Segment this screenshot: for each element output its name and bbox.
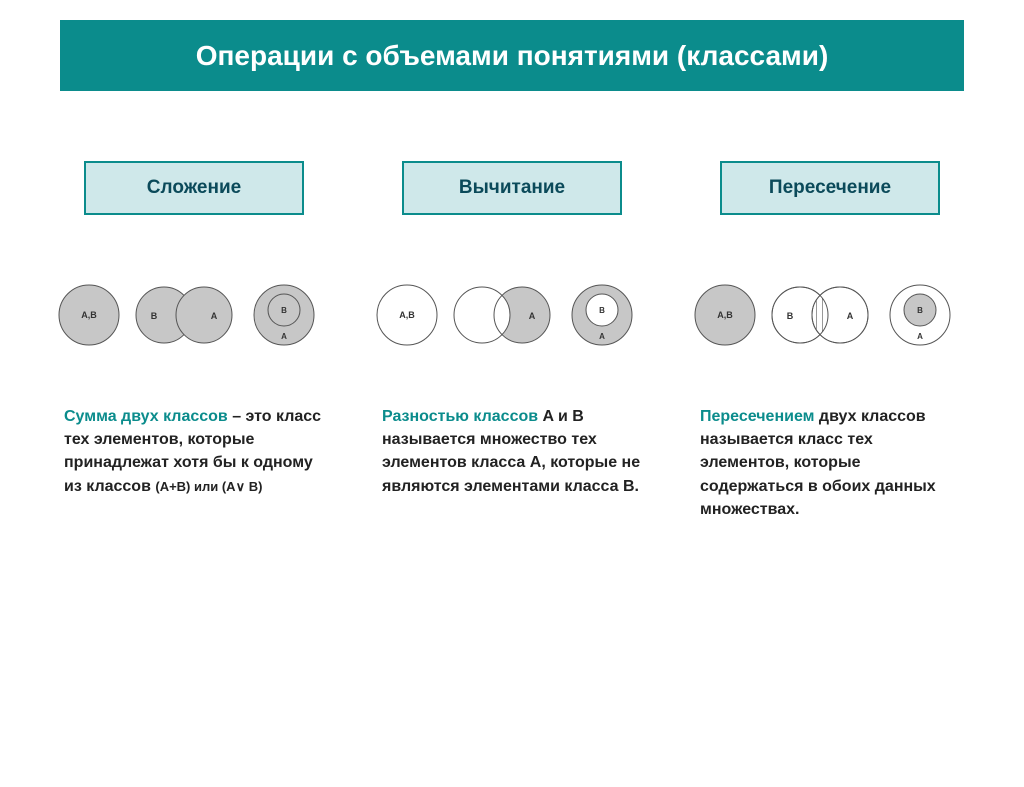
svg-text:A: A (917, 332, 923, 341)
svg-text:A: A (599, 332, 605, 341)
svg-text:A: A (211, 311, 218, 321)
svg-text:B: B (917, 306, 923, 315)
page-title: Операции с объемами понятиями (классами) (60, 20, 964, 91)
svg-text:B: B (281, 306, 287, 315)
svg-text:A,B: A,B (399, 310, 415, 320)
op-label-intersection: Пересечение (720, 161, 940, 215)
desc-formula: (A+B) или (A∨ B) (155, 479, 262, 494)
diagram-subtraction: A,B A B A (368, 275, 656, 355)
column-intersection: Пересечение A,B B A (686, 161, 974, 521)
columns-container: Сложение A,B B A B A Сумма двух классов … (50, 161, 974, 521)
svg-text:A: A (281, 332, 287, 341)
desc-lead: Пересечением (700, 408, 814, 425)
column-addition: Сложение A,B B A B A Сумма двух классов … (50, 161, 338, 521)
desc-addition: Сумма двух классов – это класс тех элеме… (64, 405, 324, 498)
svg-text:A: A (529, 311, 536, 321)
svg-text:B: B (787, 311, 794, 321)
svg-text:A,B: A,B (717, 310, 733, 320)
diagram-intersection: A,B B A B A (686, 275, 974, 355)
desc-subtraction: Разностью классов A и B называется множе… (382, 405, 642, 498)
op-label-addition: Сложение (84, 161, 304, 215)
venn-label: A,B (81, 310, 97, 320)
svg-text:A: A (847, 311, 854, 321)
diagram-addition: A,B B A B A (50, 275, 338, 355)
desc-lead: Сумма двух классов (64, 408, 228, 425)
desc-lead: Разностью классов (382, 408, 538, 425)
column-subtraction: Вычитание A,B A B A (368, 161, 656, 521)
op-label-subtraction: Вычитание (402, 161, 622, 215)
svg-text:B: B (151, 311, 158, 321)
svg-text:B: B (599, 306, 605, 315)
desc-intersection: Пересечением двух классов называется кла… (700, 405, 960, 521)
